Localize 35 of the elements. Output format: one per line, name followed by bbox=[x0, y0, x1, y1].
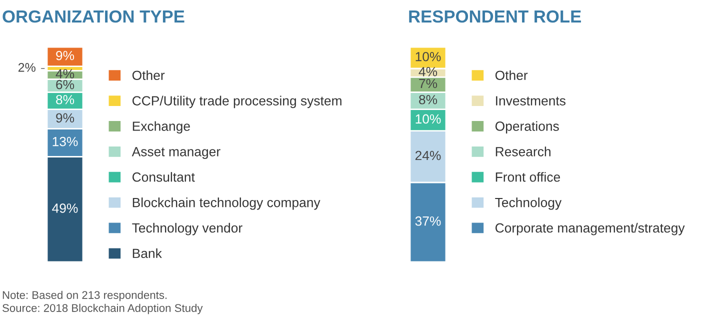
data-label: 7% bbox=[419, 78, 438, 88]
data-label: 9% bbox=[56, 50, 74, 60]
data-label: 4% bbox=[418, 67, 438, 76]
legend-label: Operations bbox=[495, 121, 559, 134]
legend-label: Research bbox=[496, 146, 550, 156]
legend-label: Other bbox=[495, 70, 528, 80]
data-label: 37% bbox=[415, 216, 441, 226]
legend-label: Front office bbox=[496, 172, 560, 182]
legend-label: Blockchain technology company bbox=[132, 198, 320, 210]
data-label: 8% bbox=[56, 94, 74, 104]
bar bbox=[47, 47, 83, 68]
text: RESPONDENT ROLE bbox=[409, 10, 581, 23]
legend-label: Bank bbox=[132, 248, 162, 258]
legend-label: Exchange bbox=[132, 121, 190, 134]
legend-label: CCP/Utility trade processing system bbox=[132, 96, 342, 108]
legend-label: Consultant bbox=[132, 172, 195, 182]
chart-title: ORGANIZATION TYPE bbox=[2, 10, 184, 23]
text: Note: Based on 213 respondents. bbox=[2, 290, 167, 302]
data-label: 4% bbox=[56, 69, 74, 78]
legend-label: Investments bbox=[496, 96, 566, 106]
legend-label: Other bbox=[132, 70, 165, 80]
data-label: 6% bbox=[56, 80, 74, 90]
legend-label: Technology vendor bbox=[132, 222, 242, 236]
data-label: 8% bbox=[419, 94, 438, 104]
legend-label: Asset manager bbox=[132, 147, 220, 159]
source-note: Source: 2018 Blockchain Adoption Study bbox=[2, 304, 203, 314]
data-label: 13% bbox=[52, 136, 78, 146]
data-label: 10% bbox=[416, 52, 441, 62]
data-label: 24% bbox=[415, 150, 441, 160]
legend-label: Corporate management/strategy bbox=[496, 222, 685, 236]
legend-label: Technology bbox=[495, 198, 562, 210]
data-label: 49% bbox=[52, 204, 78, 213]
data-label: 10% bbox=[416, 114, 441, 124]
data-label: 2% bbox=[18, 63, 36, 72]
data-label: 9% bbox=[56, 113, 74, 123]
